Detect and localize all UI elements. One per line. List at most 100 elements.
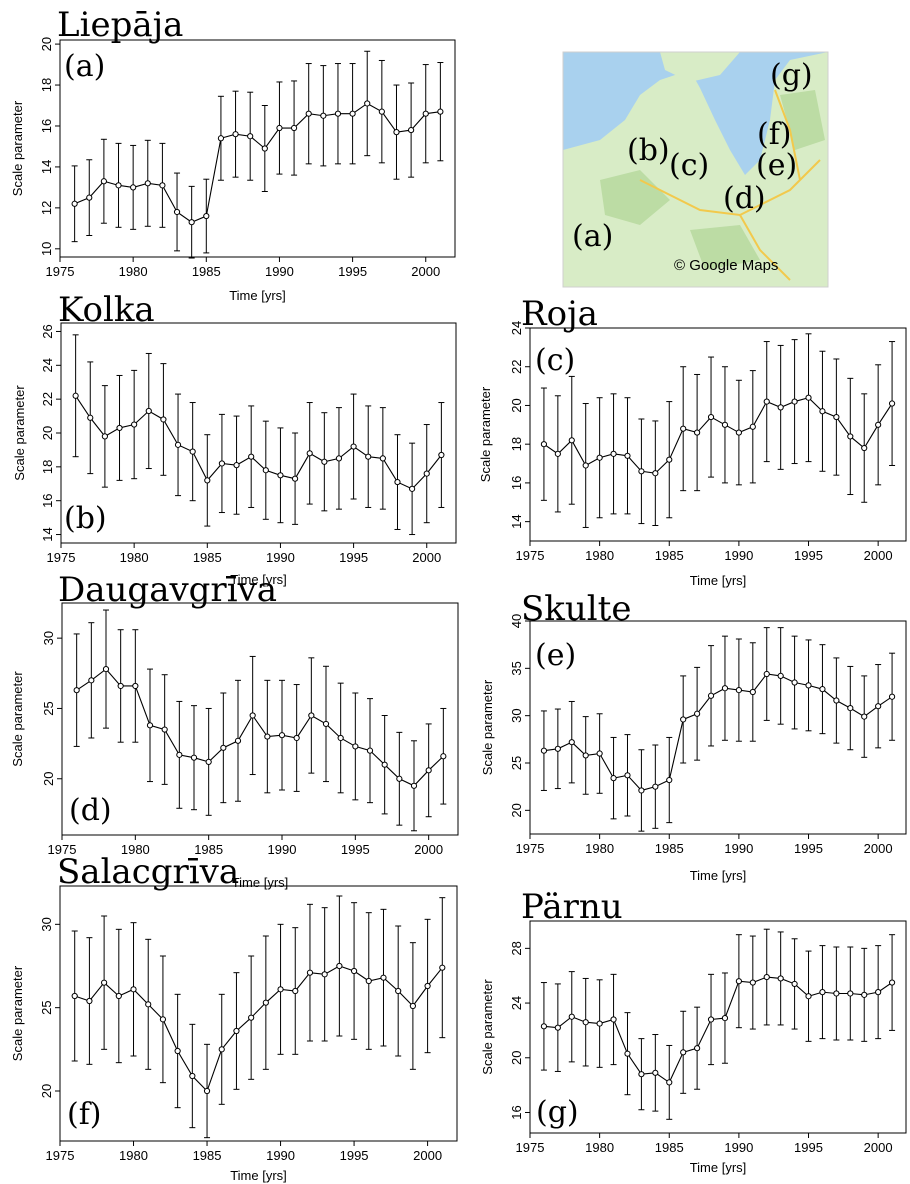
x-tick-label: 1985 (194, 842, 223, 857)
data-point (190, 754, 198, 761)
data-point (409, 1002, 416, 1010)
data-point (624, 452, 631, 459)
data-point (322, 720, 330, 728)
map-land-west (563, 52, 828, 287)
data-point (875, 989, 882, 996)
data-point (763, 973, 770, 981)
panel-label: (f) (67, 1097, 102, 1132)
x-tick-label: 1985 (193, 550, 222, 565)
series-line (543, 397, 893, 474)
plot-frame (529, 327, 907, 542)
data-point (234, 737, 242, 744)
data-point (220, 744, 227, 751)
x-tick-label: 1995 (794, 841, 823, 856)
data-point (145, 1001, 152, 1008)
y-tick-label: 10 (39, 242, 54, 256)
x-tick-label: 1975 (46, 264, 75, 279)
data-point (321, 458, 328, 465)
data-point (819, 686, 826, 693)
data-point (218, 460, 226, 467)
y-tick-label: 30 (509, 708, 524, 722)
y-tick-label: 22 (509, 359, 524, 373)
data-point (278, 732, 286, 739)
x-tick-label: 1980 (585, 1140, 614, 1155)
data-point (189, 1072, 196, 1080)
plot-frame (529, 920, 907, 1134)
data-point (350, 967, 358, 975)
data-point (554, 745, 561, 752)
x-tick-label: 1995 (339, 550, 368, 565)
data-point (749, 979, 756, 986)
y-axis-label: Scale parameter (480, 679, 495, 775)
data-point (277, 986, 284, 993)
y-tick-label: 20 (39, 1084, 54, 1098)
data-point (410, 782, 418, 789)
data-point (763, 670, 770, 678)
x-tick-label: 2000 (864, 841, 893, 856)
data-point (652, 1069, 659, 1076)
y-tick-label: 16 (509, 1105, 524, 1119)
x-tick-label: 1995 (794, 1140, 823, 1155)
data-point (422, 110, 429, 117)
x-tick-label: 1990 (268, 842, 297, 857)
chart-panel-4: Skulte (e) 1975 1980 1985 1990 1995 2000 20 25 30 3… (480, 589, 907, 883)
x-tick-label: 1980 (585, 841, 614, 856)
data-point (335, 455, 343, 462)
data-point (554, 450, 561, 457)
data-point (791, 980, 798, 988)
data-point (379, 455, 386, 462)
data-point (540, 747, 548, 754)
x-tick-label: 1995 (341, 842, 370, 857)
x-tick-label: 1975 (516, 841, 545, 856)
data-point (749, 423, 756, 430)
x-tick-label: 1980 (120, 550, 149, 565)
chart-title: Salacgrīva (57, 852, 239, 892)
plot-frame (59, 39, 456, 258)
x-tick-label: 2000 (864, 1140, 893, 1155)
data-point (875, 703, 882, 710)
data-point (568, 739, 575, 746)
data-point (680, 425, 687, 432)
panel-label: (g) (536, 1095, 579, 1130)
y-tick-label: 26 (40, 324, 55, 338)
data-point (749, 688, 756, 696)
data-point (666, 1079, 673, 1086)
data-point (364, 100, 371, 107)
plot-frame (61, 602, 459, 836)
data-point (540, 1023, 548, 1030)
data-point (861, 991, 868, 998)
x-axis-label: Time [yrs] (232, 875, 289, 890)
x-tick-label: 2000 (413, 1148, 442, 1163)
data-point (232, 131, 239, 138)
x-axis-label: Time [yrs] (230, 1168, 287, 1183)
data-point (610, 450, 617, 457)
data-point (610, 775, 617, 782)
data-point (408, 126, 415, 134)
y-tick-label: 30 (41, 631, 56, 645)
x-tick-label: 1985 (655, 841, 684, 856)
data-point (888, 979, 896, 986)
data-point (115, 182, 122, 189)
data-point (218, 1046, 225, 1053)
data-point (833, 990, 840, 997)
map-road-3 (774, 89, 801, 181)
data-point (248, 1014, 255, 1021)
y-tick-label: 16 (40, 493, 55, 507)
data-point (721, 1015, 729, 1022)
data-point (293, 734, 300, 742)
chart-panel-0: Liepāja (a) 1975 1980 1985 1990 1995 2000 10 12 14… (10, 5, 456, 303)
data-point (321, 971, 328, 978)
data-point (568, 1013, 575, 1020)
data-point (652, 783, 659, 790)
data-point (540, 441, 548, 448)
plot-frame (59, 885, 458, 1142)
data-point (833, 697, 840, 704)
data-point (666, 456, 673, 463)
chart-title: Daugavgrīva (58, 570, 277, 610)
y-tick-label: 40 (509, 614, 524, 628)
data-point (204, 477, 211, 484)
series-line (76, 668, 444, 787)
y-tick-label: 24 (509, 996, 524, 1010)
data-point (334, 110, 342, 117)
data-point (393, 129, 400, 136)
